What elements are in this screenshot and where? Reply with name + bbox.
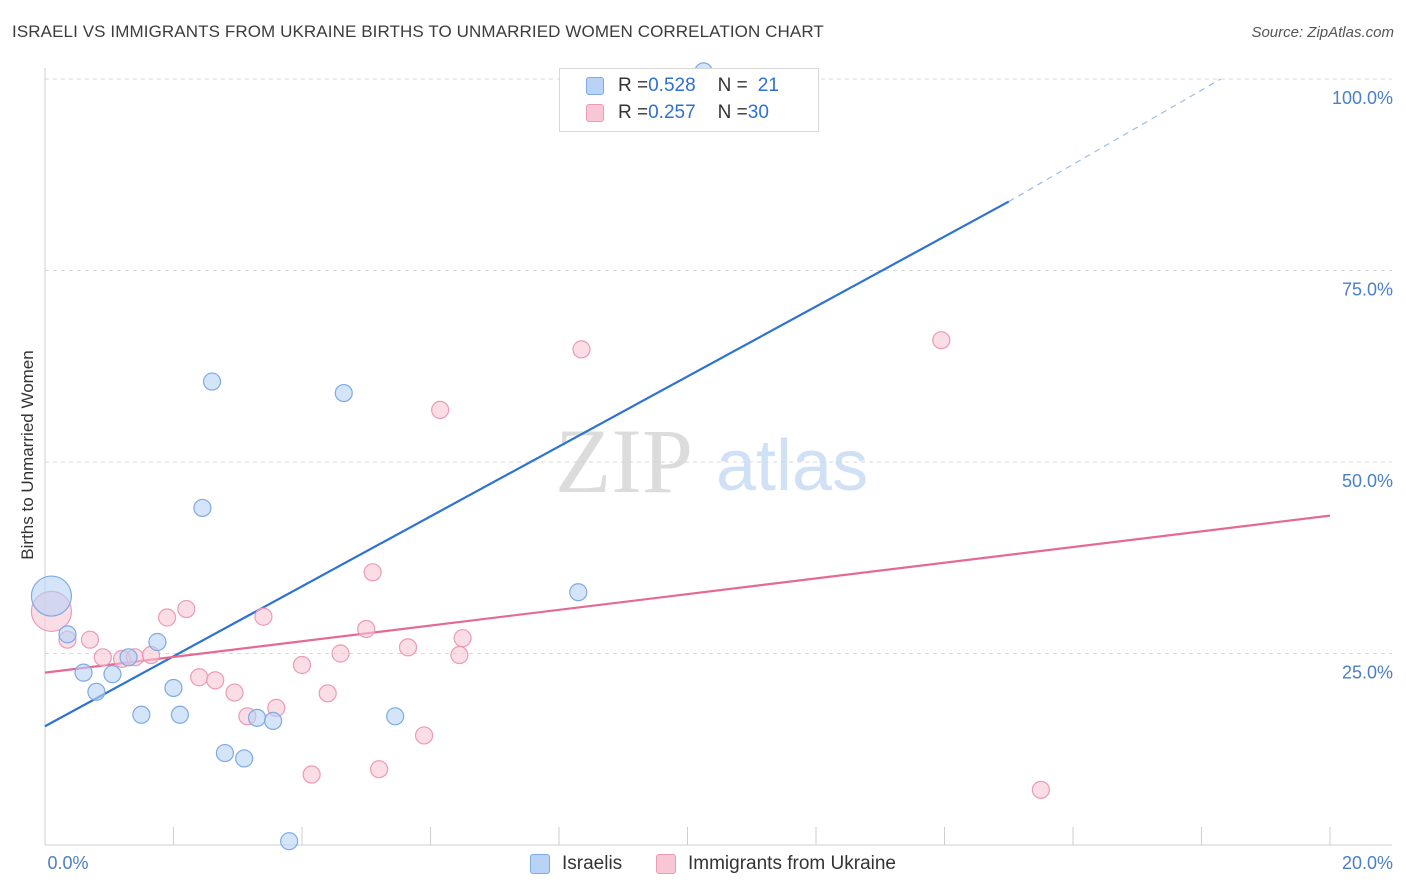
point-ukraine-7 — [157, 608, 177, 627]
point-israelis-2 — [74, 663, 93, 682]
y-tick-label-25: 25.0% — [1342, 663, 1393, 683]
stats-legend: R = 0.528 N = 21 R = 0.257 N = 30 — [559, 68, 819, 132]
y-tick-label-50: 50.0% — [1342, 471, 1393, 491]
point-israelis-3 — [87, 682, 106, 701]
point-israelis-6 — [132, 705, 151, 724]
point-ukraine-29 — [1031, 780, 1050, 799]
point-ukraine-27 — [572, 340, 591, 359]
point-israelis-17 — [334, 383, 353, 403]
watermark-atlas: atlas — [716, 426, 868, 506]
point-ukraine-19 — [357, 619, 376, 639]
legend-label-ukraine: Immigrants from Ukraine — [688, 853, 896, 874]
point-israelis-13 — [235, 749, 254, 768]
point-israelis-4 — [103, 665, 122, 684]
point-israelis-11 — [202, 372, 222, 391]
legend-item-israelis: Israelis — [530, 852, 622, 876]
point-israelis-16 — [280, 832, 299, 851]
israelis-r-value: 0.528 — [648, 75, 696, 96]
point-ukraine-3 — [93, 648, 112, 667]
point-ukraine-11 — [225, 683, 244, 702]
ukraine-n-label: N = — [717, 102, 748, 123]
point-israelis-0 — [30, 575, 73, 617]
data-points — [30, 62, 1050, 851]
tick-labels: 25.0% 50.0% 75.0% 100.0% 0.0% 20.0% — [47, 88, 1393, 873]
point-israelis-18 — [386, 707, 405, 726]
point-ukraine-10 — [206, 671, 225, 690]
point-ukraine-26 — [453, 629, 472, 648]
legend-item-ukraine: Immigrants from Ukraine — [656, 852, 896, 876]
point-ukraine-25 — [450, 645, 469, 665]
legend-label-israelis: Israelis — [562, 853, 623, 874]
ukraine-r-label: R = — [618, 102, 649, 123]
trend-line-israelis — [44, 200, 1010, 728]
trend-line-israelis-extension — [1008, 78, 1222, 203]
watermark: ZIP atlas — [555, 410, 868, 512]
legend-swatch-ukraine — [656, 854, 676, 874]
point-ukraine-21 — [370, 760, 389, 779]
gridlines — [45, 78, 1392, 654]
point-ukraine-8 — [177, 599, 196, 619]
trend-line-ukraine — [44, 514, 1331, 674]
x-tick-label-0: 0.0% — [47, 853, 88, 873]
point-ukraine-17 — [318, 684, 337, 703]
legend-row-israelis: R = 0.528 N = 21 — [586, 73, 779, 99]
point-israelis-5 — [119, 648, 138, 667]
point-israelis-1 — [58, 625, 77, 644]
point-israelis-15 — [263, 711, 283, 731]
point-ukraine-15 — [292, 655, 312, 675]
x-tick-label-1: 20.0% — [1342, 853, 1393, 873]
israelis-n-value: 21 — [757, 75, 779, 96]
ukraine-r-value: 0.257 — [648, 102, 696, 123]
point-ukraine-22 — [398, 638, 418, 657]
y-axis-label: Births to Unmarried Women — [18, 350, 37, 559]
legend-swatch-israelis — [530, 854, 550, 874]
point-israelis-12 — [215, 743, 234, 763]
point-israelis-14 — [247, 708, 267, 727]
point-ukraine-18 — [331, 644, 350, 663]
point-ukraine-9 — [190, 668, 209, 687]
watermark-zip: ZIP — [555, 410, 693, 512]
ukraine-swatch — [586, 104, 604, 122]
y-tick-label-75: 75.0% — [1342, 280, 1393, 300]
point-ukraine-16 — [302, 765, 321, 784]
point-ukraine-13 — [254, 607, 273, 626]
israelis-swatch — [586, 77, 604, 95]
israelis-r-label: R = — [618, 75, 649, 96]
chart-title: ISRAELI VS IMMIGRANTS FROM UKRAINE BIRTH… — [12, 22, 824, 41]
point-ukraine-28 — [932, 331, 951, 350]
ukraine-n-value: 30 — [747, 102, 769, 123]
point-ukraine-23 — [414, 726, 434, 745]
axes — [44, 68, 1392, 846]
trend-lines — [44, 78, 1331, 728]
point-israelis-19 — [569, 583, 588, 602]
point-ukraine-2 — [80, 630, 100, 649]
source-credit: Source: ZipAtlas.com — [1251, 24, 1394, 41]
point-israelis-8 — [164, 678, 183, 698]
point-israelis-10 — [193, 498, 212, 518]
point-ukraine-24 — [431, 400, 450, 420]
point-ukraine-20 — [363, 563, 382, 582]
israelis-n-label: N = — [717, 75, 748, 96]
point-israelis-7 — [148, 632, 167, 652]
legend-row-ukraine: R = 0.257 N = 30 — [586, 100, 769, 126]
y-tick-label-100: 100.0% — [1332, 88, 1393, 108]
point-israelis-9 — [170, 705, 190, 724]
